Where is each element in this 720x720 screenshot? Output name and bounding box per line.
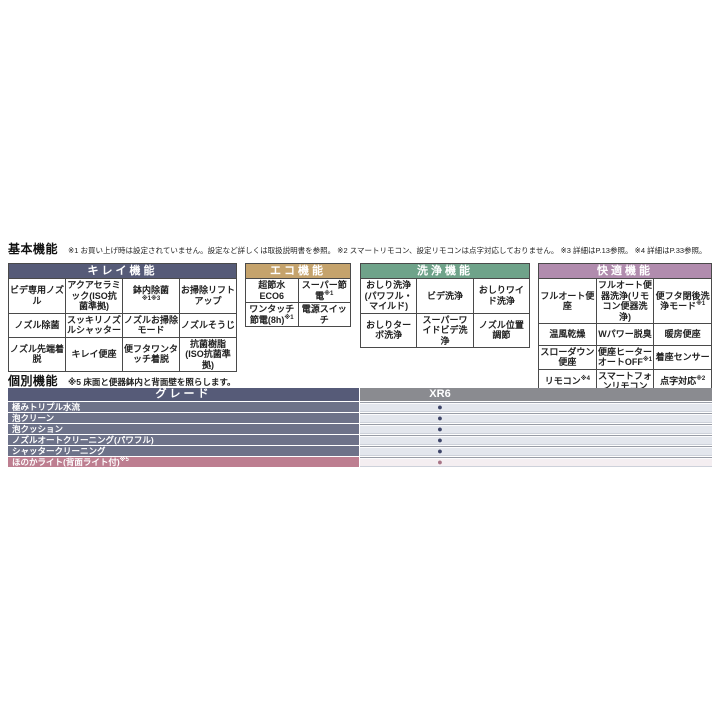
table-row-highlight: ほのかライト(背面ライト付)※5 ● bbox=[8, 457, 712, 467]
feature-cell: ワンタッチ節電(8h)※1 bbox=[246, 303, 299, 326]
feature-cell: ビデ洗浄 bbox=[417, 279, 474, 314]
feature-dot: ● bbox=[437, 446, 443, 456]
row-value-cell: ● bbox=[360, 435, 712, 445]
feature-cell: スーパー節電※1 bbox=[298, 279, 350, 303]
kirei-functions-table: キレイ機能 ビデ専用ノズル アクアセラミック(ISO抗菌準拠) 鉢内除菌※1※3… bbox=[8, 263, 237, 372]
table-row: 泡クッション ● bbox=[8, 424, 712, 434]
table-row: 泡クリーン ● bbox=[8, 413, 712, 423]
washing-table-title: 洗浄機能 bbox=[361, 264, 529, 279]
feature-dot: ● bbox=[437, 435, 443, 445]
row-value-cell: ● bbox=[360, 402, 712, 412]
feature-cell: ビデ専用ノズル bbox=[9, 279, 66, 314]
feature-dot: ● bbox=[437, 413, 443, 423]
feature-cell: おしりワイド洗浄 bbox=[473, 279, 529, 314]
row-label: 極みトリプル水流 bbox=[8, 402, 359, 412]
feature-cell: 電源スイッチ bbox=[299, 303, 351, 326]
feature-cell: 便フタワンタッチ着脱 bbox=[123, 337, 180, 371]
feature-cell: Wパワー脱臭 bbox=[596, 324, 655, 346]
kirei-table-title: キレイ機能 bbox=[9, 264, 236, 279]
feature-cell: アクアセラミック(ISO抗菌準拠) bbox=[66, 279, 123, 314]
grade-matrix-header-row: グレード XR6 bbox=[8, 388, 712, 401]
row-label: ほのかライト(背面ライト付)※5 bbox=[8, 457, 359, 467]
feature-cell: お掃除リフトアップ bbox=[180, 279, 236, 314]
feature-dot: ● bbox=[437, 457, 443, 467]
feature-cell: 暖房便座 bbox=[654, 324, 711, 346]
basic-functions-section-header: 基本機能 ※1 お買い上げ時は設定されていません。設定など詳しくは取扱説明書を参… bbox=[8, 240, 707, 257]
feature-cell: スローダウン便座 bbox=[539, 345, 597, 370]
comfort-table-title: 快適機能 bbox=[539, 264, 711, 279]
table-row: 極みトリプル水流 ● bbox=[8, 402, 712, 412]
eco-table-grid: 超節水ECO6 スーパー節電※1 ワンタッチ節電(8h)※1 電源スイッチ bbox=[246, 279, 351, 326]
feature-cell: おしりターボ洗浄 bbox=[361, 313, 418, 347]
row-value-cell: ● bbox=[360, 457, 712, 467]
feature-cell: キレイ便座 bbox=[66, 337, 123, 371]
feature-cell: ノズルお掃除モード bbox=[123, 313, 180, 338]
feature-cell: 温風乾燥 bbox=[539, 324, 597, 346]
row-label: シャッタークリーニング bbox=[8, 446, 359, 456]
row-label: 泡クリーン bbox=[8, 413, 359, 423]
individual-functions-note: ※5 床面と便器鉢内と背面壁を照らします。 bbox=[68, 377, 236, 387]
kirei-table-grid: ビデ専用ノズル アクアセラミック(ISO抗菌準拠) 鉢内除菌※1※3 お掃除リフ… bbox=[9, 279, 236, 372]
feature-dot: ● bbox=[437, 424, 443, 434]
feature-cell: 便フタ閉後洗浄モード※1 bbox=[654, 279, 711, 324]
feature-cell: ノズル除菌 bbox=[9, 313, 66, 338]
feature-cell: 着座センサー bbox=[654, 346, 711, 370]
feature-cell: ノズルそうじ bbox=[180, 314, 236, 338]
comfort-table-grid: フルオート便座 フルオート便器洗浄(リモコン便器洗浄) 便フタ閉後洗浄モード※1… bbox=[539, 279, 711, 393]
washing-functions-table: 洗浄機能 おしり洗浄(パワフル・マイルド) ビデ洗浄 おしりワイド洗浄 おしりタ… bbox=[360, 263, 530, 348]
individual-functions-heading: 個別機能 bbox=[8, 374, 59, 388]
feature-cell: フルオート便器洗浄(リモコン便器洗浄) bbox=[596, 279, 655, 324]
row-value-cell: ● bbox=[360, 424, 712, 434]
feature-cell: ノズル位置調節 bbox=[474, 313, 529, 347]
feature-cell: 鉢内除菌※1※3 bbox=[123, 279, 180, 314]
eco-functions-table: エコ機能 超節水ECO6 スーパー節電※1 ワンタッチ節電(8h)※1 電源スイ… bbox=[245, 263, 351, 327]
model-column-header: XR6 bbox=[360, 388, 712, 401]
table-row: シャッタークリーニング ● bbox=[8, 446, 712, 456]
model-name-label: XR6 bbox=[429, 388, 451, 400]
eco-table-title: エコ機能 bbox=[246, 264, 350, 279]
basic-functions-heading: 基本機能 bbox=[8, 242, 59, 256]
basic-functions-notes: ※1 お買い上げ時は設定されていません。設定など詳しくは取扱説明書を参照。 ※2… bbox=[68, 246, 707, 255]
washing-table-grid: おしり洗浄(パワフル・マイルド) ビデ洗浄 おしりワイド洗浄 おしりターボ洗浄 … bbox=[361, 279, 529, 347]
feature-cell: 超節水ECO6 bbox=[246, 279, 299, 303]
row-value-cell: ● bbox=[360, 413, 712, 423]
feature-cell: おしり洗浄(パワフル・マイルド) bbox=[361, 279, 418, 314]
feature-cell: 便座ヒーターオートOFF※1 bbox=[596, 345, 655, 370]
row-label: ノズルオートクリーニング(パワフル) bbox=[8, 435, 359, 445]
feature-cell: フルオート便座 bbox=[539, 279, 597, 324]
grade-matrix-table: グレード XR6 極みトリプル水流 ● 泡クリーン ● 泡クッション ● ノズル… bbox=[8, 388, 712, 468]
feature-cell: スッキリノズルシャッター bbox=[66, 313, 123, 338]
feature-cell: ノズル先端着脱 bbox=[9, 337, 66, 371]
feature-dot: ● bbox=[437, 402, 443, 412]
feature-cell: スーパーワイドビデ洗浄 bbox=[417, 313, 474, 347]
grade-column-header: グレード bbox=[8, 388, 359, 401]
table-row: ノズルオートクリーニング(パワフル) ● bbox=[8, 435, 712, 445]
comfort-functions-table: 快適機能 フルオート便座 フルオート便器洗浄(リモコン便器洗浄) 便フタ閉後洗浄… bbox=[538, 263, 712, 394]
feature-cell: 抗菌樹脂(ISO抗菌準拠) bbox=[180, 338, 236, 372]
individual-functions-section-header: 個別機能 ※5 床面と便器鉢内と背面壁を照らします。 bbox=[8, 372, 236, 389]
row-label: 泡クッション bbox=[8, 424, 359, 434]
row-value-cell: ● bbox=[360, 446, 712, 456]
